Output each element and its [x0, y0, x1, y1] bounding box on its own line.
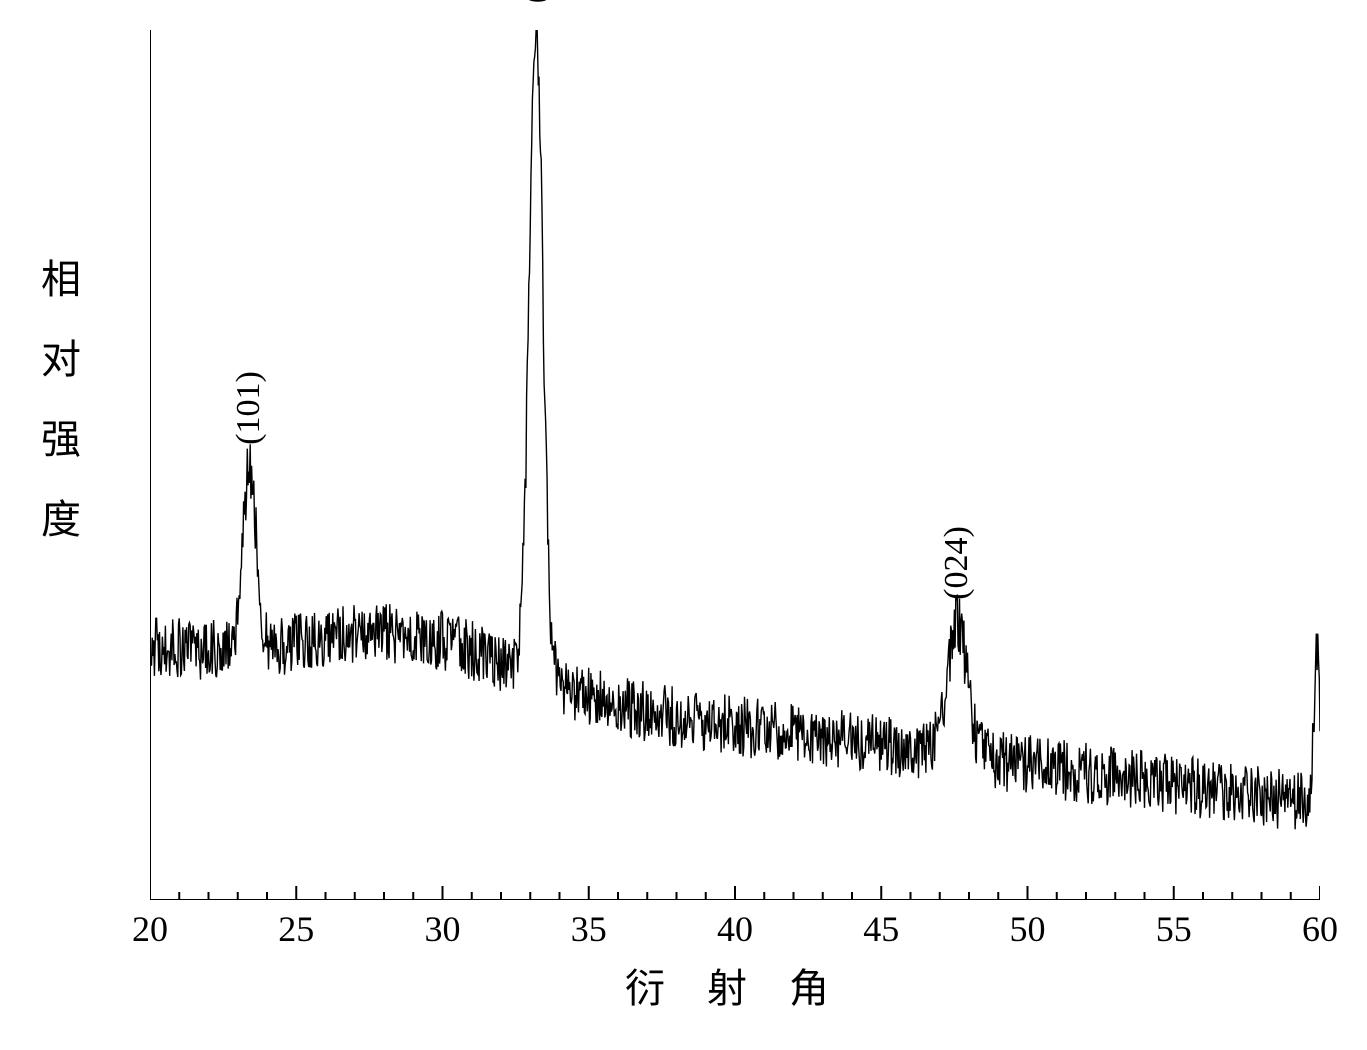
- x-axis-label-text: 衍 射 角: [625, 966, 845, 1011]
- xrd-figure: 相 对 强 度 衍 射 角 20 25 30 35 40 45 50 55 60 (101) (11…: [0, 0, 1367, 1050]
- xrd-trace: [150, 30, 1320, 829]
- y-axis-label-char: 相: [40, 240, 82, 320]
- peak-label: (024): [938, 526, 976, 600]
- x-tick-label: 50: [1010, 908, 1046, 950]
- x-tick-label: 25: [278, 908, 314, 950]
- peak-label: (101): [230, 371, 268, 445]
- x-axis-label: 衍 射 角: [150, 956, 1320, 1014]
- y-axis-label: 相 对 强 度: [40, 240, 82, 560]
- x-tick-label: 55: [1156, 908, 1192, 950]
- x-tick-label: 20: [132, 908, 168, 950]
- x-tick-label: 45: [863, 908, 899, 950]
- y-axis-label-char: 度: [40, 480, 82, 560]
- x-tick-label: 30: [425, 908, 461, 950]
- peak-label: (110): [517, 0, 555, 3]
- x-tick-label: 60: [1302, 908, 1338, 950]
- x-tick-label: 40: [717, 908, 753, 950]
- y-axis-label-char: 对: [40, 320, 82, 400]
- y-axis-label-char: 强: [40, 400, 82, 480]
- x-tick-label: 35: [571, 908, 607, 950]
- plot-area: [150, 30, 1320, 900]
